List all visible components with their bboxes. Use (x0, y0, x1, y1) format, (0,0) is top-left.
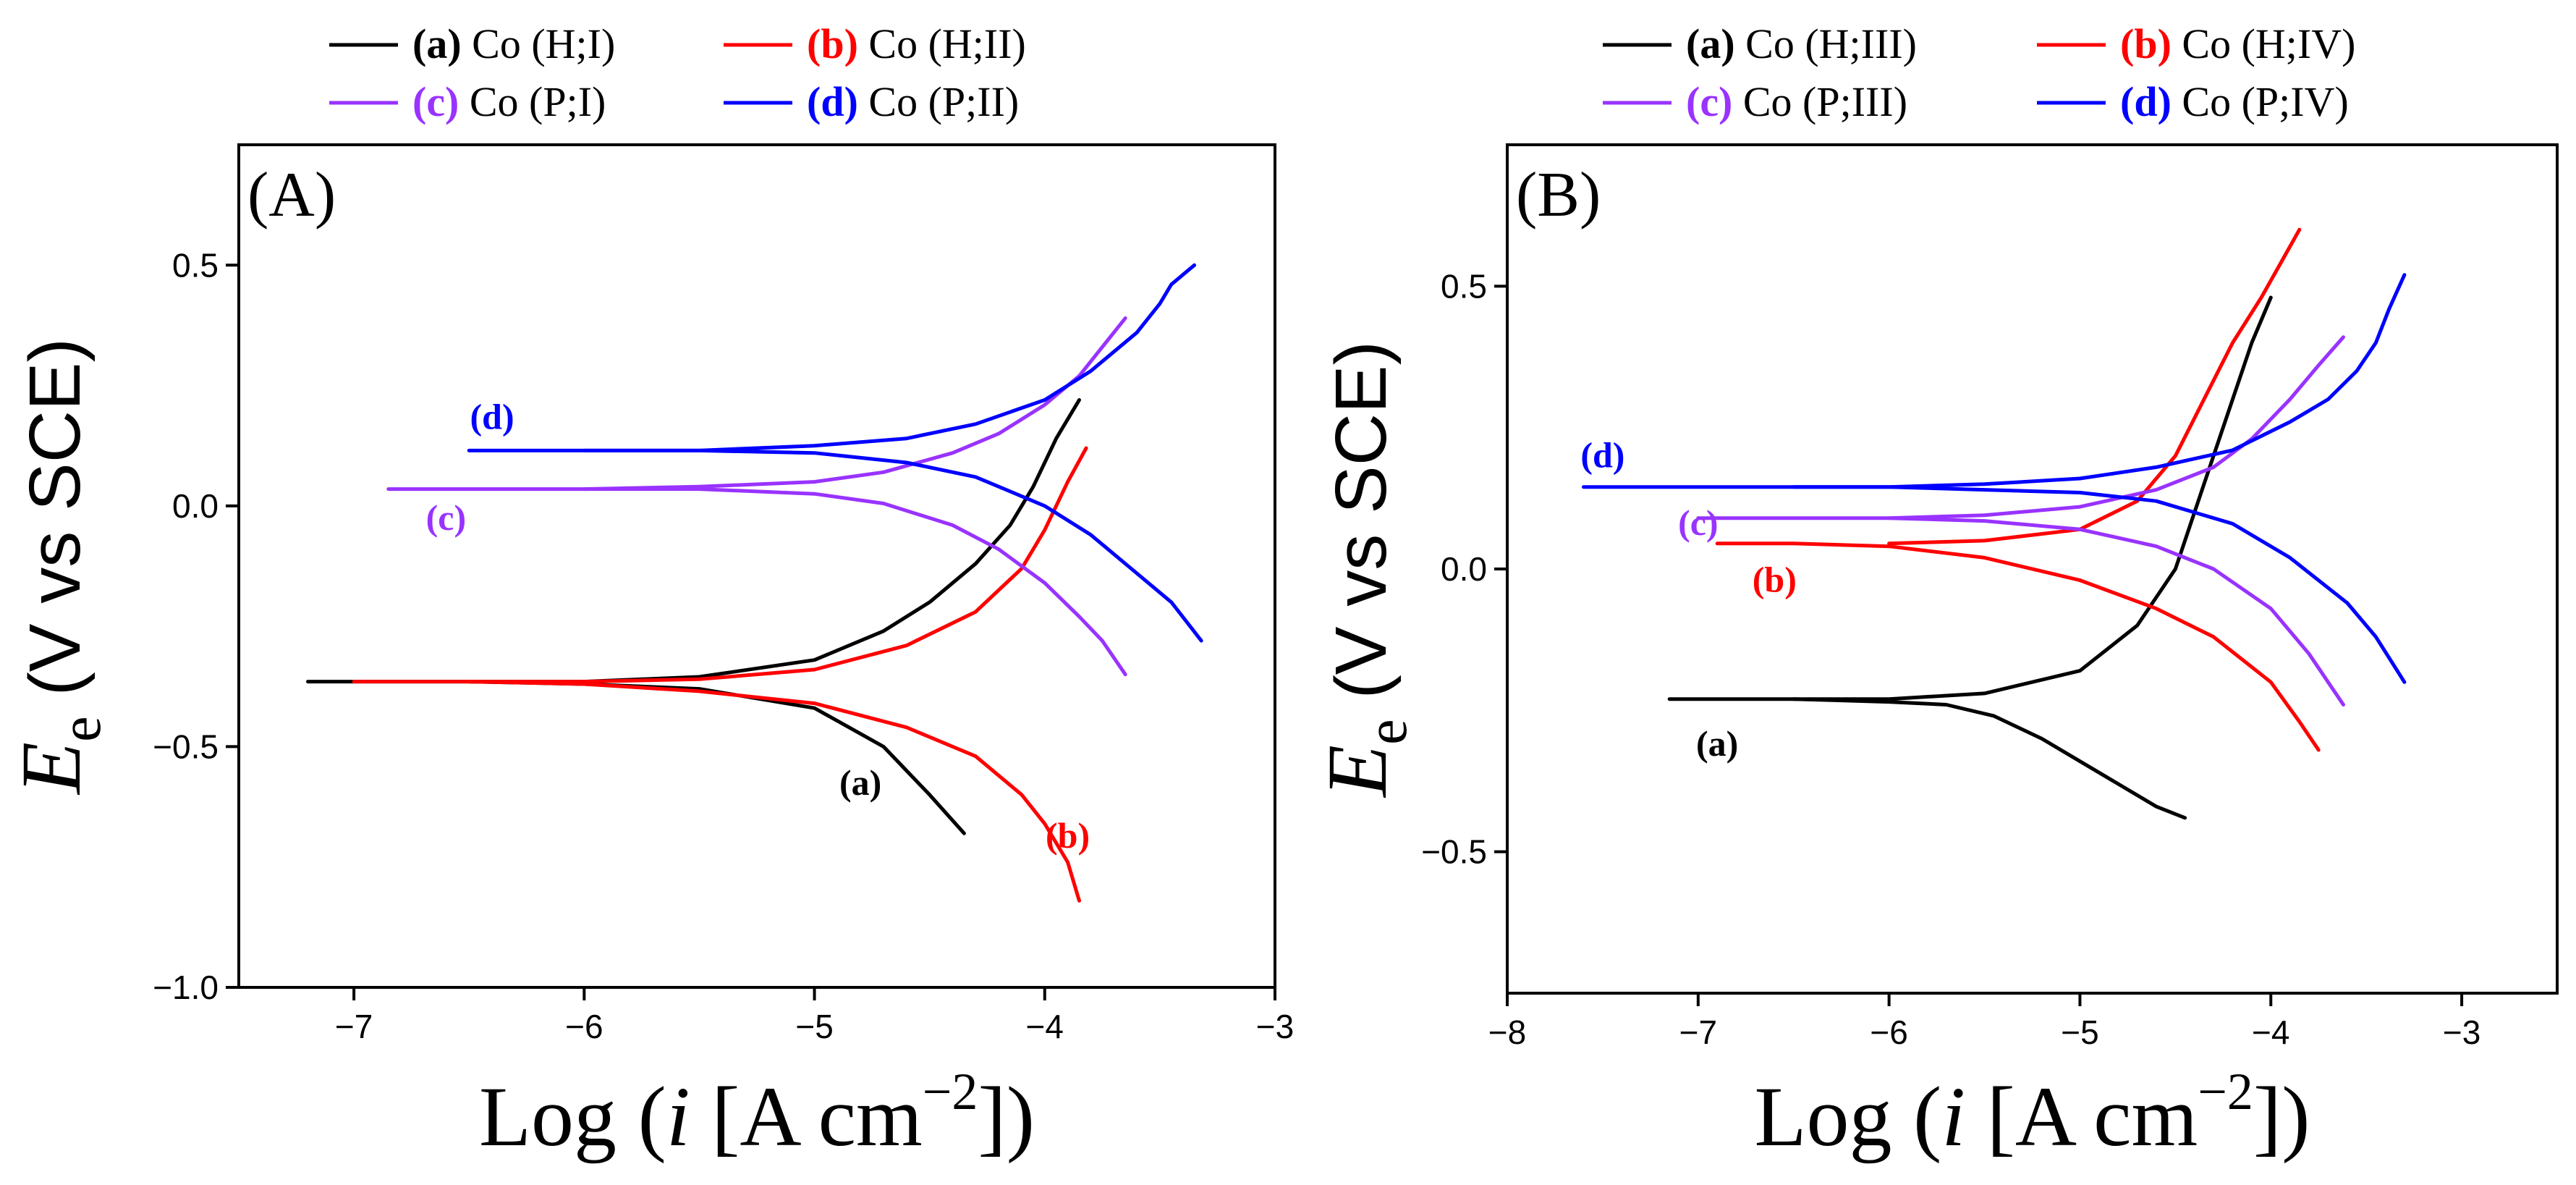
series-c-branch-1 (1696, 516, 2345, 707)
x-tick-label: −7 (1679, 1013, 1717, 1051)
y-tick-label: −0.5 (1421, 833, 1487, 871)
y-tick-label: −1.0 (153, 969, 219, 1006)
panel-label: (A) (247, 160, 336, 230)
x-tick-label: −4 (1026, 1008, 1064, 1045)
y-tick-label: 0.0 (172, 487, 219, 525)
curve-label-a: (a) (1696, 723, 1738, 764)
curve-label-c: (c) (426, 497, 467, 538)
y-tick-label: 0.5 (172, 246, 219, 284)
panel-label: (B) (1516, 160, 1601, 230)
legend-entry-b: (b) Co (H;IV) (2120, 20, 2355, 67)
curve-label-d: (d) (470, 396, 514, 437)
x-tick-label: −3 (1256, 1008, 1294, 1045)
x-tick-label: −5 (795, 1008, 833, 1045)
x-tick-label: −5 (2061, 1013, 2098, 1051)
legend-entry-a: (a) Co (H;I) (412, 20, 615, 67)
legend-entry-a: (a) Co (H;III) (1686, 20, 1917, 67)
x-tick-label: −8 (1488, 1013, 1526, 1051)
series-c-branch-2 (582, 316, 1127, 492)
series-a-branch-2 (1792, 295, 2273, 701)
series-a-branch-1 (1667, 697, 2187, 820)
legend: (a) Co (H;I) (b) Co (H;II) (c) Co (P;I) (d)… (329, 20, 1026, 125)
legend-entry-d: (d) Co (P;II) (807, 78, 1019, 125)
series-b-branch-1 (352, 680, 1081, 903)
y-axis-title: Ee (V vs SCE) (1310, 341, 1419, 798)
legend-entry-b: (b) Co (H;II) (807, 20, 1026, 67)
x-axis-title: Log (i [A cm−2]) (1754, 1063, 2310, 1164)
y-axis-title: Ee (V vs SCE) (4, 338, 113, 796)
y-tick-label: 0.5 (1441, 267, 1487, 305)
series-d-branch-2 (582, 263, 1197, 452)
series-d-branch-2 (1792, 273, 2407, 489)
curve-label-c: (c) (1678, 502, 1719, 543)
x-axis-title: Log (i [A cm−2]) (479, 1063, 1035, 1164)
x-tick-label: −4 (2252, 1013, 2289, 1051)
series-b-branch-2 (1887, 227, 2302, 546)
legend-entry-d: (d) Co (P;IV) (2120, 78, 2349, 125)
legend: (a) Co (H;III) (b) Co (H;IV) (c) Co (P;III… (1603, 20, 2355, 125)
x-tick-label: −6 (565, 1008, 603, 1045)
series-a-branch-2 (467, 398, 1081, 684)
y-tick-label: −0.5 (153, 728, 219, 765)
y-tick-label: 0.0 (1441, 550, 1487, 588)
curve-label-d: (d) (1580, 434, 1624, 475)
legend-entry-c: (c) Co (P;I) (412, 78, 606, 125)
series-c-branch-2 (1887, 335, 2345, 520)
series-a-branch-1 (306, 680, 966, 835)
plot-frame (237, 143, 1276, 989)
legend-entry-c: (c) Co (P;III) (1686, 78, 1907, 125)
curve-label-b: (b) (1046, 815, 1090, 856)
x-tick-label: −7 (335, 1008, 373, 1045)
x-tick-label: −3 (2443, 1013, 2480, 1051)
curve-label-a: (a) (839, 762, 881, 803)
series-b-branch-1 (1715, 541, 2321, 752)
panel-a: −7 −6 −5 −4 −3 −1.0 −0.5 0.0 0.5 (d) (c) (a) (b) (A) (… (4, 20, 1294, 1164)
x-tick-label: −6 (1870, 1013, 1907, 1051)
panel-b: −8 −7 −6 −5 −4 −3−0.50.00.5(d)(c)(b)(a)(B)(a)… (1310, 20, 2559, 1164)
series-b-branch-2 (467, 446, 1088, 684)
curve-label-b: (b) (1753, 559, 1797, 599)
series-d-branch-1 (1582, 485, 2407, 684)
